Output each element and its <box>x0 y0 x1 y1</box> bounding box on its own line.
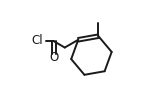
Text: O: O <box>50 51 59 64</box>
Text: Cl: Cl <box>31 34 43 47</box>
